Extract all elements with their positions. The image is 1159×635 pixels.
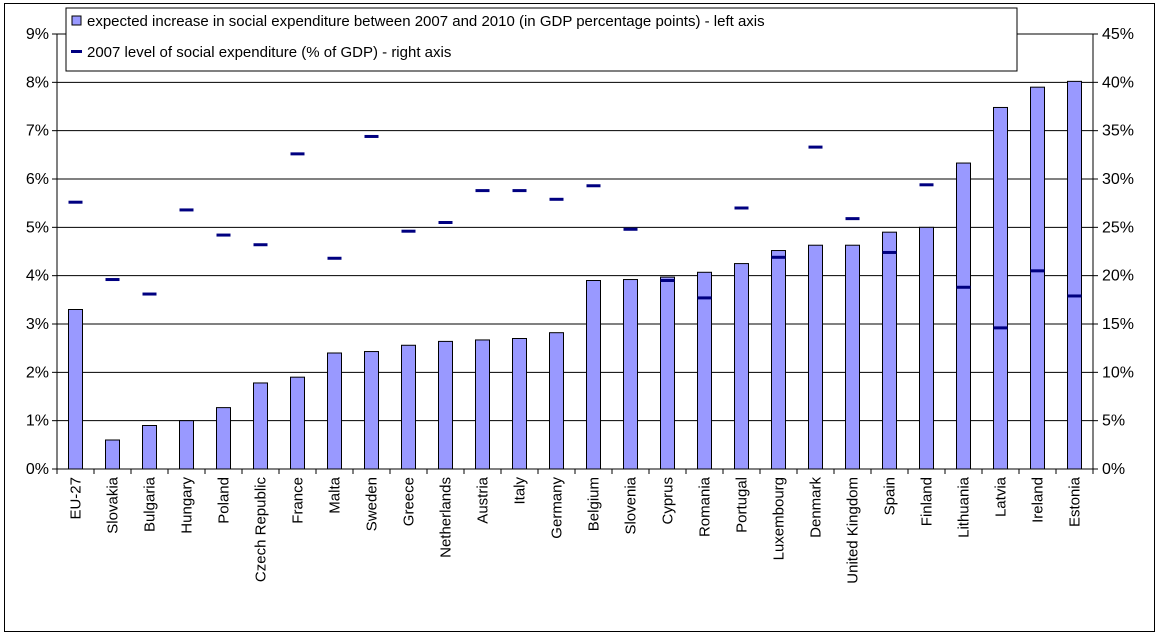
category-label: Cyprus [660,477,677,525]
category-label: Greece [401,477,418,526]
right-axis: 0% 5% 10% 15% 20% 25% 30% 35% 40% 45% [1092,26,1134,478]
bar [327,352,342,470]
category-label: Sweden [364,477,381,531]
category-label: United Kingdom [845,477,862,584]
category-label: Austria [475,476,492,523]
bar [216,407,231,470]
bar [808,244,823,470]
bar [512,338,527,470]
left-axis-tick-label: 4% [26,268,49,285]
left-axis: 0% 1% 2% 3% 4% 5% 6% 7% 8% 9% [26,26,58,478]
legend-swatch-dash [71,50,82,53]
bar [771,250,786,470]
bar [438,340,453,470]
bar [660,276,675,470]
bar [734,263,749,470]
bar [993,106,1008,470]
right-axis-tick-label: 35% [1102,123,1134,140]
bar [253,382,268,470]
category-label: Lithuania [956,476,973,538]
right-axis-tick-label: 15% [1102,316,1134,333]
bar [401,344,416,470]
legend-swatch-bar [71,15,82,26]
left-axis-tick-label: 2% [26,364,49,381]
category-label: Malta [327,476,344,513]
category-label: Italy [512,477,529,505]
bar [364,351,379,470]
category-label: Slovakia [105,476,122,533]
category-label: Portugal [734,477,751,533]
legend-label-dash: 2007 level of social expenditure (% of G… [87,44,451,61]
category-label: Ireland [1030,477,1047,523]
bar [1030,86,1045,470]
left-axis-tick-label: 7% [26,123,49,140]
category-label: Belgium [586,477,603,531]
bar [475,339,490,470]
bar [623,279,638,470]
chart-svg: 0% 1% 2% 3% 4% 5% 6% 7% 8% 9% 0% 5% 10% 15% 20% 25% 30%… [26,7,1134,584]
left-axis-tick-label: 9% [26,26,49,43]
legend: expected increase in social expenditure … [65,7,1018,72]
category-label: Slovenia [623,476,640,534]
category-axis: EU-27 Slovakia Bulgaria Hungary Poland Czech … [56,468,1094,584]
bar [697,271,712,470]
bar [586,280,601,470]
chart-frame: 0% 1% 2% 3% 4% 5% 6% 7% 8% 9% 0% 5% 10% 15% 20% 25% 30%… [4,3,1155,632]
category-label: Latvia [993,476,1010,517]
bar [105,439,120,470]
left-axis-tick-label: 0% [26,461,49,478]
right-axis-tick-label: 25% [1102,219,1134,236]
bar-series [68,80,1082,470]
category-label: EU-27 [68,477,85,520]
category-label: France [290,477,307,524]
right-axis-tick-label: 45% [1102,26,1134,43]
bar [1067,80,1082,470]
category-label: Netherlands [438,477,455,558]
category-label: Czech Republic [253,477,270,583]
bar [68,309,83,470]
right-axis-tick-label: 30% [1102,171,1134,188]
bar [142,425,157,470]
category-label: Poland [216,477,233,524]
left-axis-tick-label: 8% [26,74,49,91]
left-axis-tick-label: 5% [26,219,49,236]
bar [179,420,194,470]
legend-label-bar: expected increase in social expenditure … [87,13,765,30]
right-axis-tick-label: 40% [1102,74,1134,91]
right-axis-tick-label: 5% [1102,413,1125,430]
bar [882,231,897,470]
bar [290,376,305,470]
bar [845,244,860,470]
bar [956,162,971,470]
category-label: Luxembourg [771,477,788,560]
left-axis-tick-label: 3% [26,316,49,333]
legend-box [65,7,1018,72]
plot-area [56,33,1094,470]
category-label: Finland [919,477,936,526]
left-axis-tick-label: 6% [26,171,49,188]
right-axis-tick-label: 20% [1102,268,1134,285]
left-axis-tick-label: 1% [26,413,49,430]
category-label: Bulgaria [142,476,159,532]
dash-series [68,134,1082,330]
category-label: Hungary [179,477,196,534]
right-axis-tick-label: 10% [1102,364,1134,381]
bar [549,332,564,470]
bar [919,226,934,470]
category-label: Romania [697,476,714,537]
category-label: Denmark [808,477,825,538]
right-axis-tick-label: 0% [1102,461,1125,478]
category-label: Estonia [1067,476,1084,527]
category-label: Germany [549,477,566,539]
category-label: Spain [882,477,899,515]
